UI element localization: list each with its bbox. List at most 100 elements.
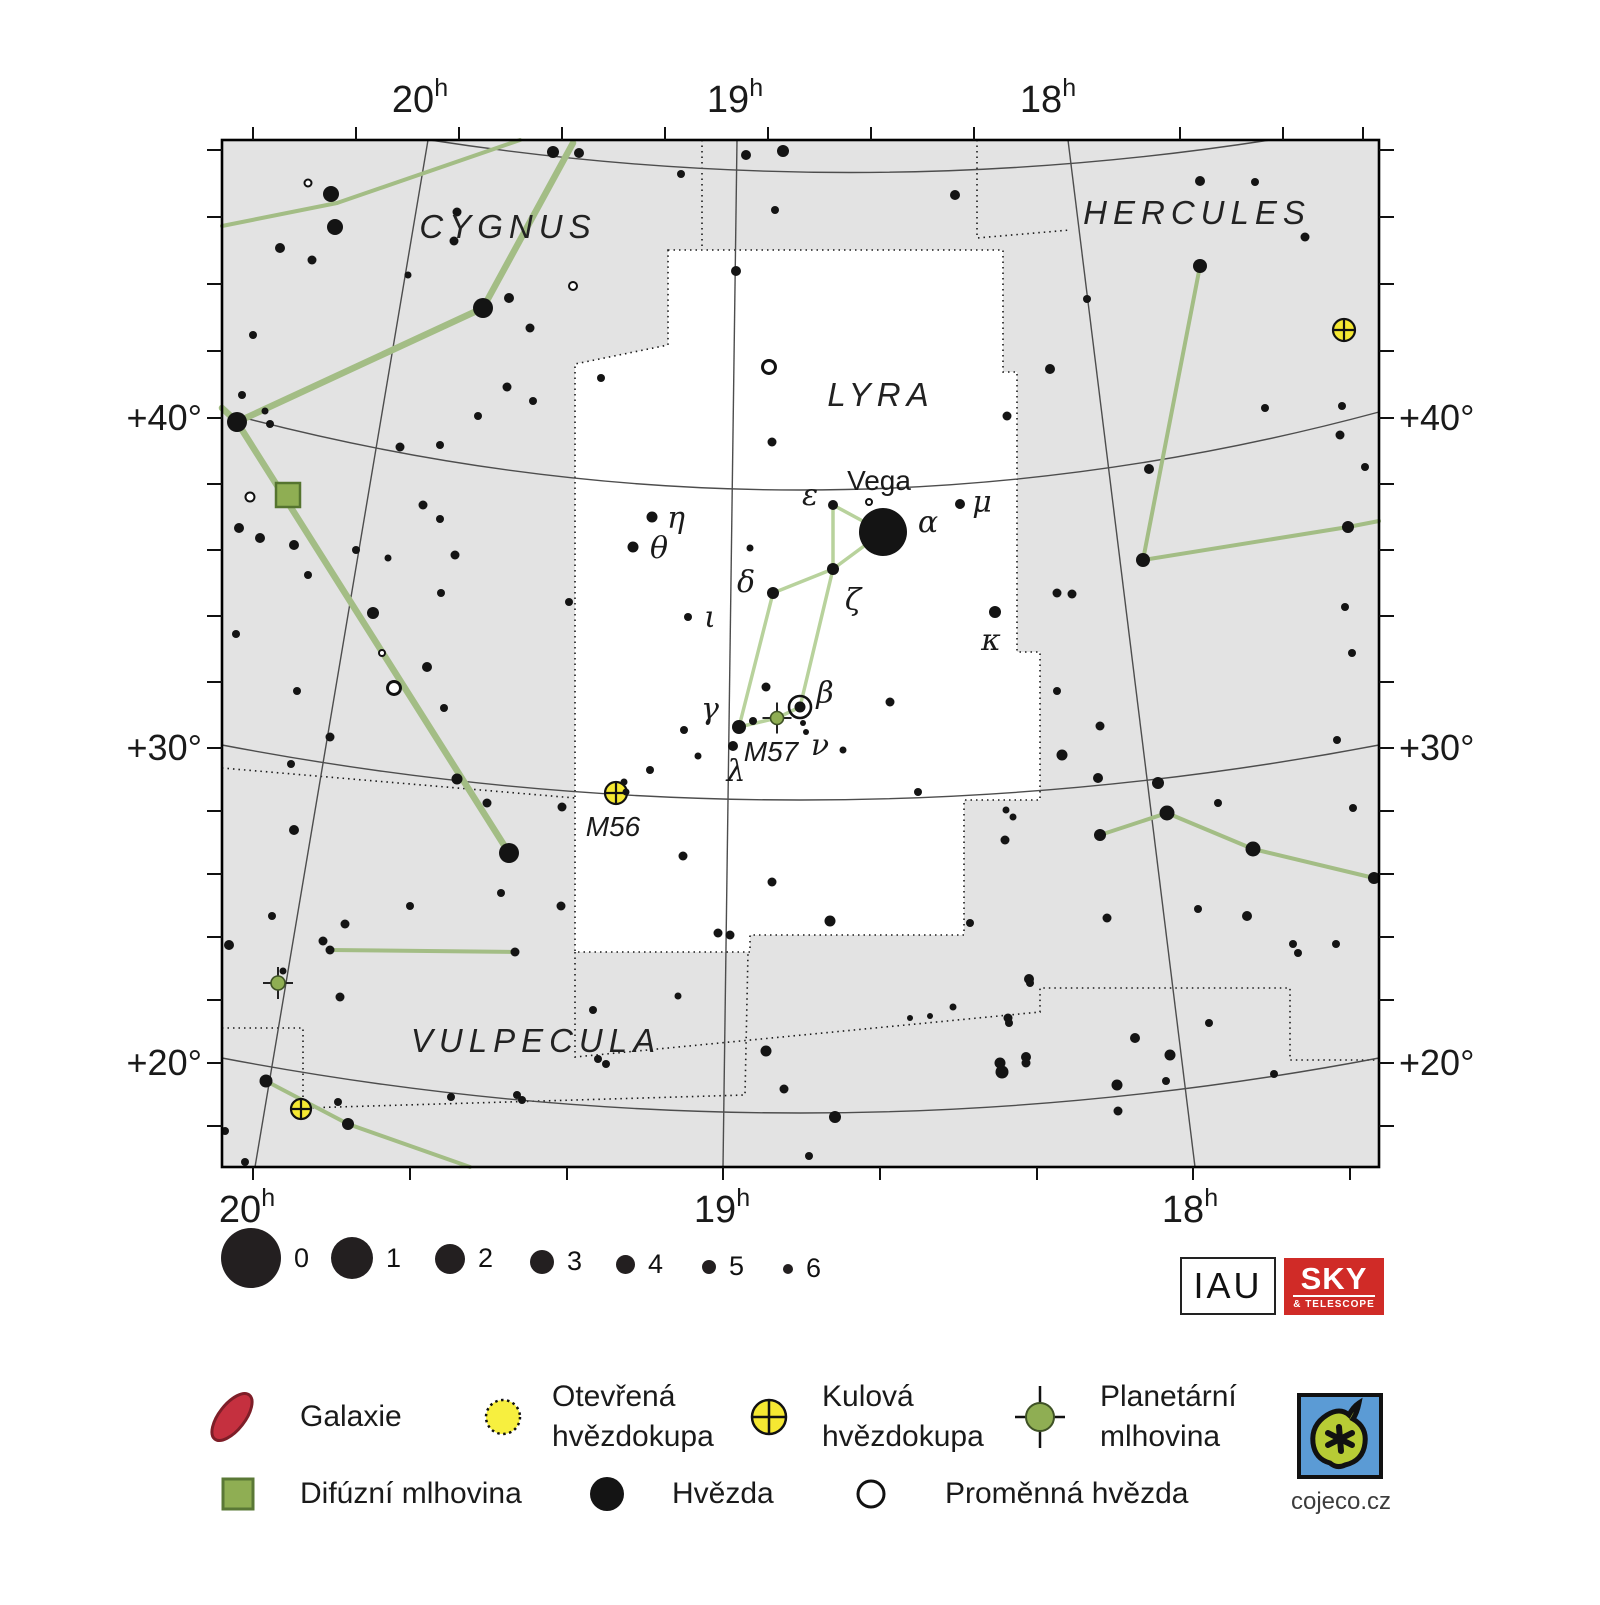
star-designation: α	[918, 505, 938, 540]
star	[771, 206, 779, 214]
star	[474, 412, 482, 420]
star	[602, 1060, 610, 1068]
declination-gridline	[221, 411, 1380, 491]
star	[502, 382, 512, 392]
star	[725, 930, 735, 940]
magnitude-item: 0	[221, 1228, 309, 1288]
star	[989, 606, 1001, 618]
star	[803, 729, 809, 735]
constellation-line	[220, 201, 339, 228]
constellation-name: VULPECULA	[411, 1022, 661, 1059]
legend-label: Planetární mlhovina	[1100, 1380, 1237, 1453]
object-name: Vega	[847, 465, 911, 496]
star	[597, 374, 605, 382]
star	[259, 1074, 273, 1088]
legend-label: Kulová hvězdokupa	[822, 1380, 984, 1453]
star	[746, 544, 754, 552]
star	[1067, 589, 1077, 599]
legend-item-globular-cluster: Kulová hvězdokupa	[734, 1380, 984, 1453]
star	[232, 630, 240, 638]
star	[547, 146, 559, 158]
legend-item-star: Hvězda	[572, 1459, 774, 1529]
star	[678, 851, 688, 861]
variable-star	[865, 498, 873, 506]
star	[731, 266, 741, 276]
star	[914, 788, 922, 796]
star	[767, 437, 777, 447]
star	[289, 540, 299, 550]
legend-label: Otevřená hvězdokupa	[552, 1380, 714, 1453]
star	[307, 255, 317, 265]
star	[268, 912, 276, 920]
ra-axis-label: 19h	[694, 1184, 750, 1231]
legend-item-open-cluster: Otevřená hvězdokupa	[468, 1380, 714, 1453]
star	[325, 732, 335, 742]
star	[1194, 905, 1202, 913]
diffuse-nebula-icon	[221, 1477, 255, 1511]
constellation-line	[328, 948, 517, 954]
star	[1338, 402, 1346, 410]
variable-star-ring	[787, 694, 813, 720]
star	[955, 499, 965, 509]
star	[1368, 872, 1380, 884]
star-designation: β	[815, 676, 833, 711]
star	[529, 397, 537, 405]
star	[234, 523, 244, 533]
cojeco-logo-text: cojeco.cz	[1290, 1488, 1392, 1515]
star	[677, 170, 685, 178]
star	[713, 928, 723, 938]
star	[384, 554, 392, 562]
magnitude-dot-0	[221, 1228, 281, 1288]
star	[749, 717, 757, 725]
star	[622, 788, 630, 796]
star	[395, 442, 405, 452]
ra-axis-label: 18h	[1162, 1184, 1218, 1231]
planetary-nebula-symbol	[769, 710, 785, 726]
star	[1113, 1106, 1123, 1116]
star	[1095, 721, 1105, 731]
star	[594, 1055, 602, 1063]
magnitude-label: 3	[567, 1246, 583, 1276]
star	[227, 412, 247, 432]
star	[1021, 1052, 1031, 1062]
star	[436, 441, 444, 449]
lyra-constellation-boundary	[574, 249, 1041, 953]
iau-logo-text: IAU	[1193, 1265, 1263, 1306]
ra-axis-label: 20h	[392, 74, 448, 121]
star	[304, 571, 312, 579]
dec-axis-label: +20°	[127, 1042, 202, 1083]
constellation-line	[1165, 811, 1255, 851]
magnitude-label: 5	[729, 1251, 745, 1281]
ra-axis-label: 19h	[707, 74, 763, 121]
star	[767, 587, 779, 599]
star	[1242, 911, 1252, 921]
magnitude-dot-1	[331, 1237, 373, 1279]
star	[1053, 687, 1061, 695]
star	[829, 1111, 841, 1123]
star	[1289, 940, 1297, 948]
star	[1300, 232, 1310, 242]
star	[1002, 806, 1010, 814]
star	[1130, 1033, 1140, 1043]
star	[674, 992, 682, 1000]
galaxy-icon	[210, 1392, 254, 1442]
star	[513, 1091, 521, 1099]
star	[779, 1084, 789, 1094]
star	[436, 515, 444, 523]
star	[249, 331, 257, 339]
variable-star-icon	[856, 1479, 886, 1509]
sky-telescope-logo: SKY & TELESCOPE	[1284, 1258, 1384, 1315]
star	[966, 919, 974, 927]
star	[340, 919, 350, 929]
star	[1195, 176, 1205, 186]
star	[447, 1093, 455, 1101]
star	[1024, 974, 1034, 984]
star	[293, 687, 301, 695]
star	[907, 1015, 913, 1021]
star	[1009, 813, 1017, 821]
magnitude-item: 3	[530, 1246, 582, 1277]
ra-axis-label: 20h	[219, 1184, 275, 1231]
star	[824, 915, 836, 927]
legend-item-variable-star: Proměnná hvězda	[836, 1459, 1189, 1529]
magnitude-item: 5	[702, 1251, 744, 1282]
